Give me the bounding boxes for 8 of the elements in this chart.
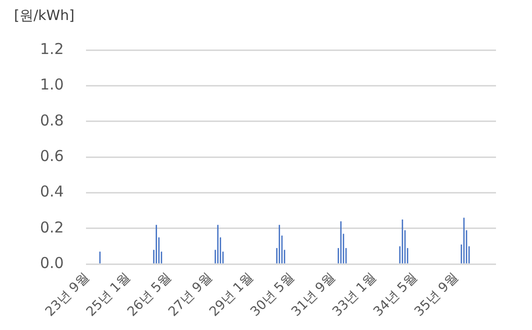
y-tick-label: 1.2 xyxy=(40,40,64,58)
y-tick-label: 0.2 xyxy=(40,218,64,236)
y-tick-label: 0.0 xyxy=(40,254,64,272)
y-tick-label: 0.6 xyxy=(40,146,64,165)
y-axis-title: [원/kWh] xyxy=(14,7,74,25)
y-tick-label: 0.4 xyxy=(40,182,64,201)
y-tick-label: 1.0 xyxy=(40,76,64,94)
y-tick-label: 0.8 xyxy=(40,111,64,130)
